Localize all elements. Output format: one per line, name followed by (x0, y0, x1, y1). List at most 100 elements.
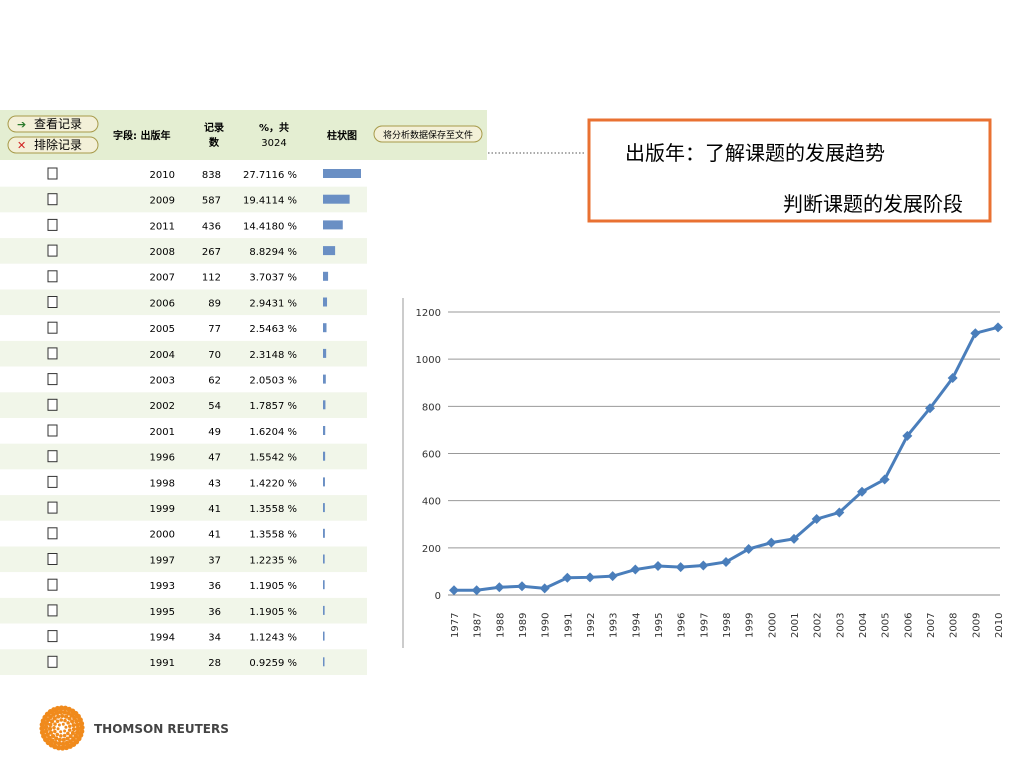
save-button[interactable] (373, 125, 483, 143)
count: 37 (208, 555, 221, 566)
callout-text: 判断课题的发展阶段 (783, 192, 963, 216)
checkbox[interactable] (47, 424, 58, 437)
count: 41 (208, 504, 221, 515)
x-tick-label: 1988 (495, 613, 506, 638)
percent: 1.7857 % (249, 401, 297, 412)
checkbox[interactable] (47, 578, 58, 591)
marker (970, 328, 981, 339)
marker (585, 572, 595, 583)
bar (323, 400, 326, 410)
checkbox[interactable] (47, 270, 58, 283)
bar (323, 477, 325, 487)
row-bg (0, 520, 367, 547)
logo-dot (55, 732, 60, 737)
checkbox[interactable] (47, 167, 58, 180)
checkbox[interactable] (47, 193, 58, 206)
x-tick-label: 2005 (881, 613, 892, 638)
x-tick-label: 2000 (767, 613, 778, 638)
line (454, 325, 999, 592)
icon: ✕ (17, 139, 26, 152)
checkbox[interactable] (47, 553, 58, 565)
year: 2005 (150, 324, 175, 335)
x-tick-label: 2004 (858, 613, 869, 638)
logo-dot (62, 709, 68, 715)
x-tick-label: 1999 (745, 613, 756, 638)
logo-dot (59, 734, 63, 738)
view-button[interactable] (7, 115, 99, 133)
logo-dot (67, 728, 72, 732)
logo-dot (43, 724, 49, 730)
logo-dot (70, 719, 75, 724)
count: 267 (202, 247, 221, 258)
exclude-button[interactable] (7, 136, 99, 154)
checkbox[interactable] (47, 398, 58, 411)
icon: ➔ (17, 118, 26, 131)
x-tick-label: 2010 (994, 613, 1005, 638)
marker (925, 403, 935, 414)
checkbox[interactable] (47, 501, 58, 514)
percent: 14.4180 % (243, 221, 297, 232)
percent: 3.7037 % (249, 273, 297, 284)
count: 49 (208, 427, 221, 438)
checkbox[interactable] (47, 630, 58, 643)
percent: 2.3148 % (249, 350, 297, 361)
view-label: 查看记录 (34, 117, 82, 131)
x-tick-label: 1977 (450, 613, 461, 638)
percent: 1.1905 % (249, 581, 297, 592)
marker (721, 556, 731, 567)
count: 838 (202, 170, 221, 181)
count: 36 (208, 581, 221, 592)
logo-text: THOMSON REUTERS (94, 722, 229, 736)
count-header: 数 (209, 136, 220, 149)
x-tick-label: 2002 (813, 613, 824, 638)
year: 2002 (150, 401, 175, 412)
logo-dot (61, 722, 65, 726)
marker (743, 544, 754, 555)
bar (323, 246, 336, 256)
count: 34 (208, 632, 221, 643)
row-bg (0, 289, 367, 316)
checkbox[interactable] (47, 475, 58, 488)
bar-header: 柱状图 (327, 129, 357, 142)
logo-dot (54, 710, 60, 716)
x-tick-label: 2003 (835, 613, 846, 638)
checkbox[interactable] (47, 347, 58, 360)
checkbox[interactable] (47, 218, 58, 231)
percent: 1.1905 % (249, 607, 297, 618)
logo-dot (71, 723, 76, 728)
checkbox[interactable] (47, 450, 58, 463)
year: 2010 (150, 170, 175, 181)
x-tick-label: 2009 (971, 613, 982, 638)
bar (323, 528, 325, 538)
count: 70 (208, 350, 221, 361)
logo-dot (56, 714, 61, 719)
checkbox[interactable] (47, 604, 58, 617)
row-bg (0, 212, 367, 239)
row-bg (0, 597, 367, 624)
checkbox[interactable] (47, 321, 58, 334)
marker (789, 533, 799, 544)
percent-header: %，共 (259, 121, 289, 134)
checkbox[interactable] (47, 244, 58, 257)
bar (323, 323, 327, 333)
percent: 27.7116 % (243, 170, 297, 181)
year: 1994 (150, 632, 175, 643)
checkbox[interactable] (47, 373, 58, 386)
percent: 1.1243 % (249, 632, 297, 643)
y-tick-label: 200 (422, 544, 441, 555)
checkbox[interactable] (47, 655, 58, 668)
year: 2006 (150, 298, 175, 309)
bar (323, 554, 325, 564)
percent: 1.4220 % (249, 478, 297, 489)
x-tick-label: 1989 (518, 613, 529, 638)
x-tick-label: 1995 (654, 613, 665, 638)
checkbox[interactable] (47, 296, 58, 308)
year: 2000 (150, 530, 175, 541)
logo-dot (66, 721, 70, 725)
count: 43 (208, 478, 221, 489)
marker (607, 571, 618, 582)
checkbox[interactable] (47, 527, 58, 540)
year: 2004 (150, 350, 175, 361)
marker (562, 572, 573, 583)
